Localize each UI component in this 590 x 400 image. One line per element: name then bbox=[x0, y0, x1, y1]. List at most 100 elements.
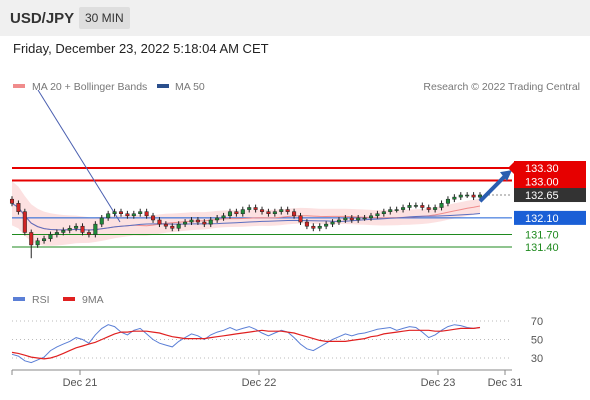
candle bbox=[304, 219, 309, 230]
candle bbox=[170, 223, 175, 232]
candle-body bbox=[304, 221, 309, 227]
candle bbox=[388, 206, 393, 215]
candle-body bbox=[208, 219, 213, 225]
candle-body bbox=[420, 205, 425, 208]
candle bbox=[195, 217, 200, 225]
level-label-131-40: 131.40 bbox=[525, 242, 559, 254]
candle bbox=[375, 210, 380, 219]
candle-body bbox=[48, 234, 53, 239]
candle bbox=[465, 192, 470, 198]
candle-body bbox=[452, 196, 457, 200]
candle-body bbox=[426, 207, 431, 210]
candle bbox=[35, 237, 40, 248]
legend-ma50-label: MA 50 bbox=[175, 81, 205, 93]
candle bbox=[138, 208, 143, 217]
x-tick-label: Dec 21 bbox=[63, 377, 98, 389]
candle bbox=[324, 221, 329, 230]
legend-ma20-label: MA 20 + Bollinger Bands bbox=[32, 81, 147, 93]
candle-body bbox=[458, 194, 463, 198]
candle bbox=[183, 219, 188, 228]
candle bbox=[29, 229, 34, 259]
candle bbox=[330, 219, 335, 228]
candle-body bbox=[292, 211, 297, 217]
candle bbox=[144, 208, 149, 219]
candle-body bbox=[170, 225, 175, 229]
candle bbox=[151, 212, 156, 223]
candle bbox=[381, 208, 386, 217]
candle-body bbox=[163, 223, 168, 227]
candle bbox=[407, 202, 412, 211]
chart-datetime: Friday, December 23, 2022 5:18:04 AM CET bbox=[13, 41, 269, 56]
trend-line bbox=[37, 89, 121, 223]
candle bbox=[394, 206, 399, 213]
candle bbox=[189, 217, 194, 225]
candle-body bbox=[74, 225, 79, 229]
candle-body bbox=[330, 221, 335, 225]
level-tag-bg bbox=[514, 188, 586, 203]
candle bbox=[369, 212, 374, 221]
candle-body bbox=[465, 194, 470, 197]
candle-body bbox=[311, 225, 316, 229]
candle bbox=[401, 204, 406, 213]
candle bbox=[80, 223, 85, 236]
candle bbox=[106, 210, 111, 221]
candle bbox=[74, 223, 79, 232]
legend-ma50-swatch bbox=[157, 84, 169, 88]
level-tag-133-00: 133.00 bbox=[514, 174, 586, 189]
candle bbox=[9, 196, 15, 207]
candle bbox=[118, 208, 123, 217]
candle-body bbox=[42, 238, 47, 242]
candle bbox=[311, 223, 316, 232]
candle-body bbox=[138, 211, 143, 214]
candle bbox=[61, 227, 66, 236]
candle-body bbox=[112, 211, 117, 214]
candle-body bbox=[272, 211, 277, 214]
candle bbox=[215, 214, 220, 223]
candle-body bbox=[80, 225, 85, 233]
candle bbox=[458, 192, 463, 201]
level-label-133-30: 133.30 bbox=[525, 163, 559, 175]
candle bbox=[426, 204, 431, 213]
candle bbox=[157, 217, 162, 228]
candle-body bbox=[202, 221, 207, 225]
legend-9ma-swatch bbox=[63, 297, 75, 301]
candle bbox=[176, 221, 181, 232]
bollinger-band bbox=[12, 181, 480, 246]
candle-body bbox=[356, 217, 361, 221]
candle bbox=[292, 208, 297, 219]
candle bbox=[234, 208, 239, 217]
candle-body bbox=[279, 209, 284, 212]
candle-body bbox=[388, 209, 393, 212]
x-tick-label: Dec 23 bbox=[421, 377, 456, 389]
candle-body bbox=[93, 223, 98, 235]
candle-body bbox=[401, 207, 406, 210]
candle-body bbox=[381, 211, 386, 214]
candle-body bbox=[439, 203, 444, 208]
candle bbox=[413, 202, 418, 209]
candle-body bbox=[234, 211, 239, 214]
candle-body bbox=[106, 213, 111, 219]
candle-body bbox=[227, 211, 232, 217]
candle bbox=[125, 210, 130, 219]
forecast-arrow-shaft bbox=[478, 171, 510, 203]
level-label-132-65: 132.65 bbox=[525, 190, 559, 202]
candle bbox=[99, 214, 104, 228]
candle-body bbox=[86, 232, 91, 235]
candle-body bbox=[125, 213, 130, 217]
candle bbox=[272, 208, 277, 217]
candle-body bbox=[266, 211, 271, 214]
candle-body bbox=[195, 219, 200, 223]
candle-body bbox=[445, 198, 450, 204]
candle-body bbox=[317, 225, 322, 229]
candle-body bbox=[433, 207, 438, 210]
candle-body bbox=[144, 211, 149, 217]
candle-body bbox=[413, 205, 418, 207]
candle bbox=[349, 214, 354, 223]
candle-body bbox=[35, 240, 40, 246]
candle bbox=[445, 196, 450, 207]
timeframe-button[interactable]: 30 MIN bbox=[79, 7, 130, 29]
candle-body bbox=[247, 207, 252, 210]
level-tag-bg bbox=[514, 161, 586, 175]
candle bbox=[420, 202, 425, 211]
